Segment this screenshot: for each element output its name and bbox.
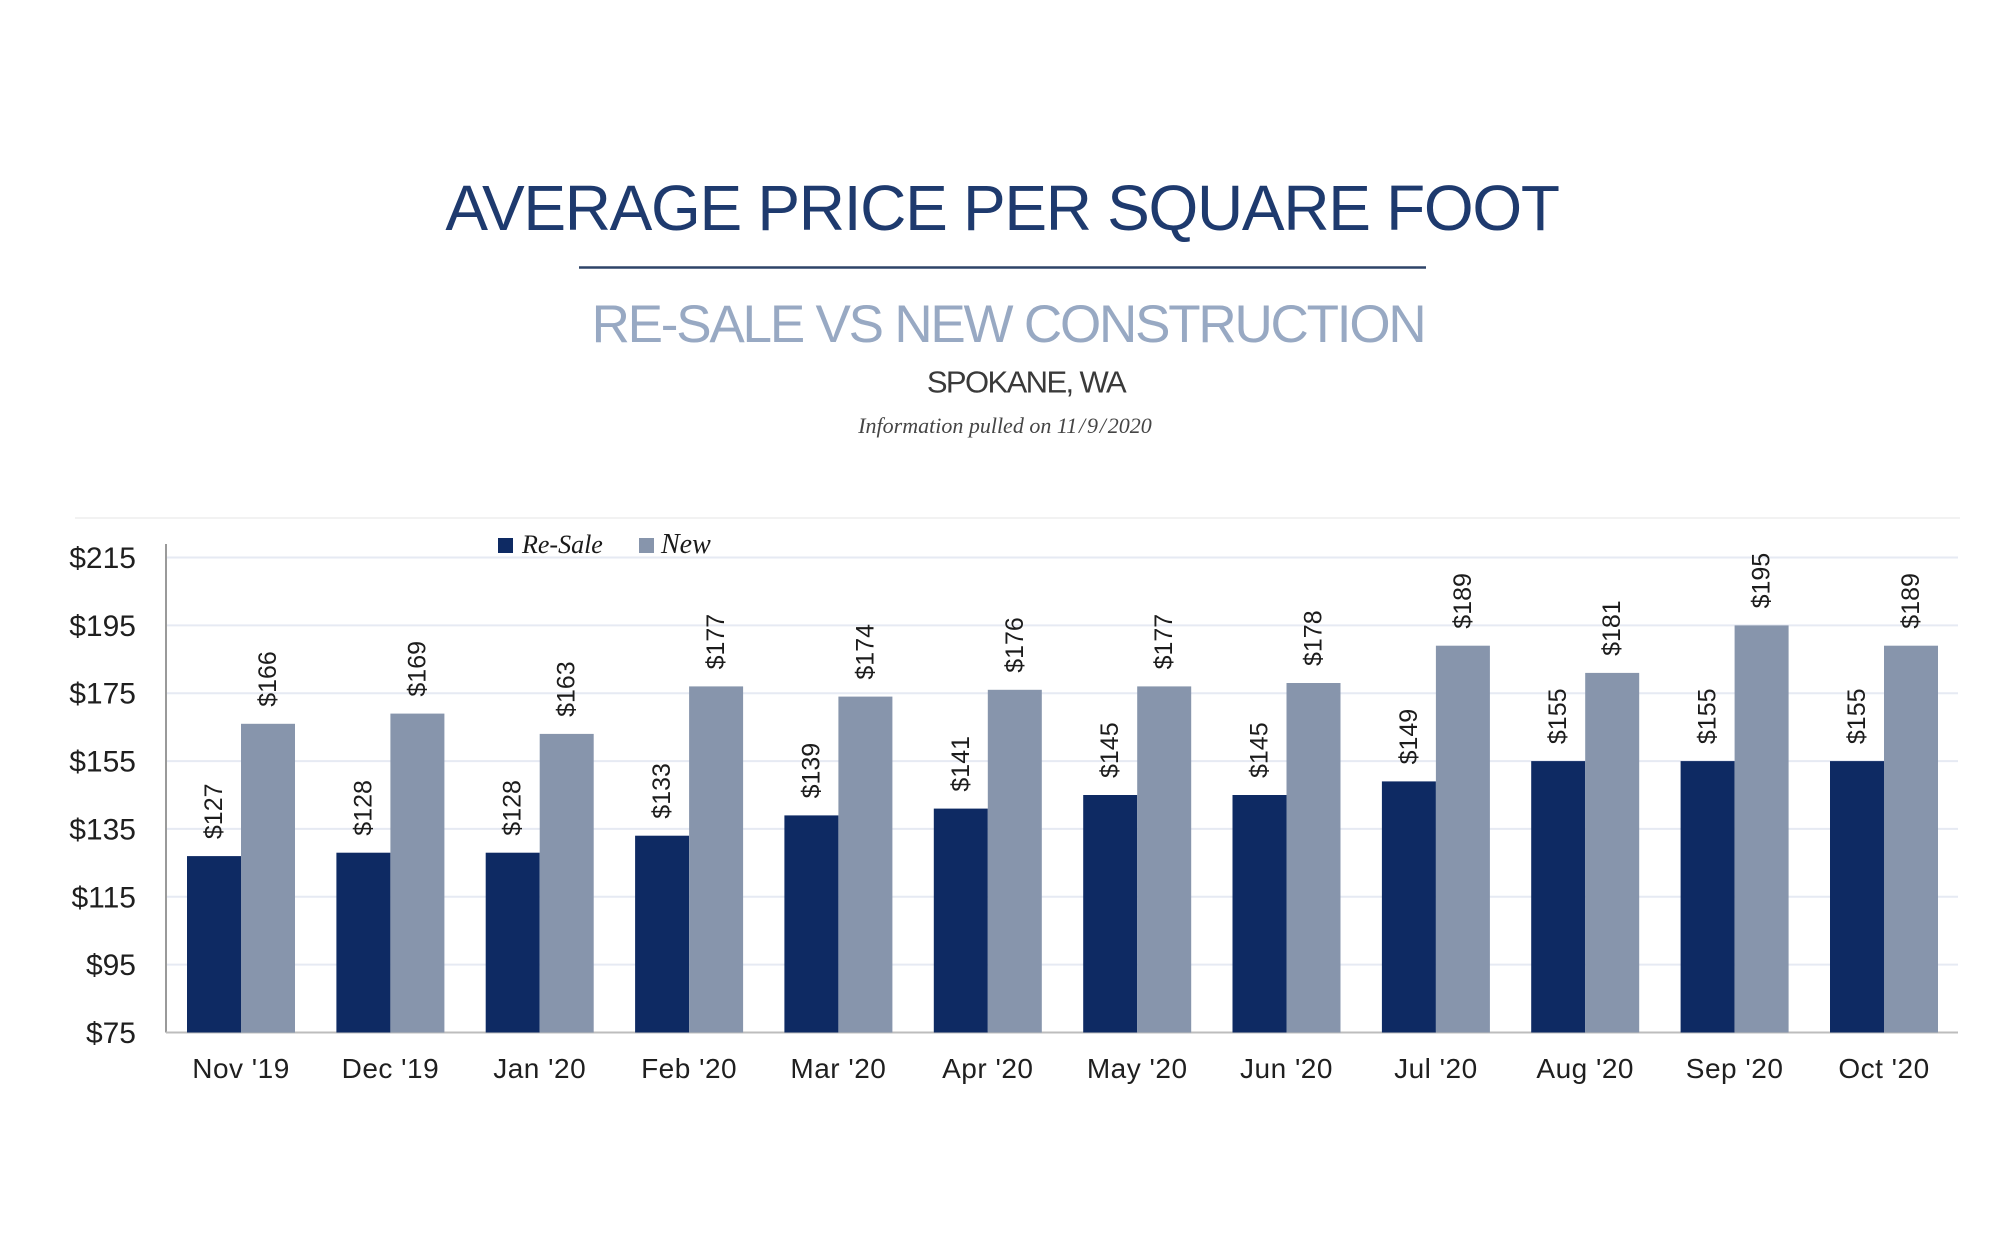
svg-text:$163: $163 bbox=[553, 661, 581, 717]
svg-text:Apr '20: Apr '20 bbox=[942, 1053, 1033, 1084]
svg-text:$155: $155 bbox=[1843, 688, 1871, 744]
svg-text:Re-Sale: Re-Sale bbox=[521, 530, 603, 559]
svg-text:$215: $215 bbox=[69, 542, 136, 575]
svg-text:$145: $145 bbox=[1246, 722, 1274, 778]
svg-text:Aug '20: Aug '20 bbox=[1536, 1053, 1634, 1084]
svg-text:$195: $195 bbox=[69, 610, 136, 643]
svg-text:Feb '20: Feb '20 bbox=[641, 1053, 737, 1084]
svg-text:$195: $195 bbox=[1748, 553, 1776, 609]
svg-text:May '20: May '20 bbox=[1087, 1053, 1188, 1084]
svg-text:$128: $128 bbox=[349, 780, 377, 836]
svg-text:$155: $155 bbox=[1544, 688, 1572, 744]
svg-text:$169: $169 bbox=[403, 641, 431, 697]
svg-text:$135: $135 bbox=[69, 813, 136, 846]
svg-text:$155: $155 bbox=[1694, 688, 1722, 744]
svg-text:$174: $174 bbox=[851, 624, 879, 680]
svg-text:$139: $139 bbox=[797, 743, 825, 799]
svg-text:$178: $178 bbox=[1300, 610, 1328, 666]
svg-text:$133: $133 bbox=[648, 763, 676, 819]
svg-text:$177: $177 bbox=[702, 614, 730, 670]
svg-text:$75: $75 bbox=[86, 1017, 136, 1050]
svg-text:RE-SALE VS NEW CONSTRUCTION: RE-SALE VS NEW CONSTRUCTION bbox=[592, 295, 1425, 354]
svg-text:Oct '20: Oct '20 bbox=[1838, 1053, 1929, 1084]
svg-text:$166: $166 bbox=[254, 651, 282, 707]
svg-text:$176: $176 bbox=[1001, 617, 1029, 673]
svg-text:$95: $95 bbox=[86, 949, 136, 982]
svg-text:$145: $145 bbox=[1096, 722, 1124, 778]
svg-text:$115: $115 bbox=[71, 881, 136, 914]
svg-text:Nov '19: Nov '19 bbox=[192, 1053, 290, 1084]
svg-text:$175: $175 bbox=[69, 678, 136, 711]
svg-text:Mar '20: Mar '20 bbox=[790, 1053, 886, 1084]
svg-text:Jan '20: Jan '20 bbox=[493, 1053, 586, 1084]
svg-text:Dec '19: Dec '19 bbox=[342, 1053, 440, 1084]
svg-text:$177: $177 bbox=[1150, 614, 1178, 670]
svg-text:$149: $149 bbox=[1395, 709, 1423, 765]
svg-text:$189: $189 bbox=[1897, 573, 1925, 629]
svg-text:AVERAGE PRICE PER SQUARE FOOT: AVERAGE PRICE PER SQUARE FOOT bbox=[445, 172, 1559, 244]
svg-text:SPOKANE, WA: SPOKANE, WA bbox=[927, 365, 1127, 400]
svg-text:$128: $128 bbox=[499, 780, 527, 836]
svg-text:$155: $155 bbox=[69, 746, 136, 779]
svg-text:$181: $181 bbox=[1598, 600, 1626, 656]
svg-text:Sep '20: Sep '20 bbox=[1686, 1053, 1784, 1084]
svg-text:Information pulled on 11 / 9 /: Information pulled on 11 / 9 / 2020 bbox=[857, 413, 1152, 438]
svg-text:Jul '20: Jul '20 bbox=[1394, 1053, 1478, 1084]
svg-text:Jun '20: Jun '20 bbox=[1240, 1053, 1333, 1084]
svg-text:$141: $141 bbox=[947, 736, 975, 792]
svg-text:$127: $127 bbox=[200, 783, 228, 839]
svg-text:New: New bbox=[660, 529, 711, 560]
svg-text:$189: $189 bbox=[1449, 573, 1477, 629]
